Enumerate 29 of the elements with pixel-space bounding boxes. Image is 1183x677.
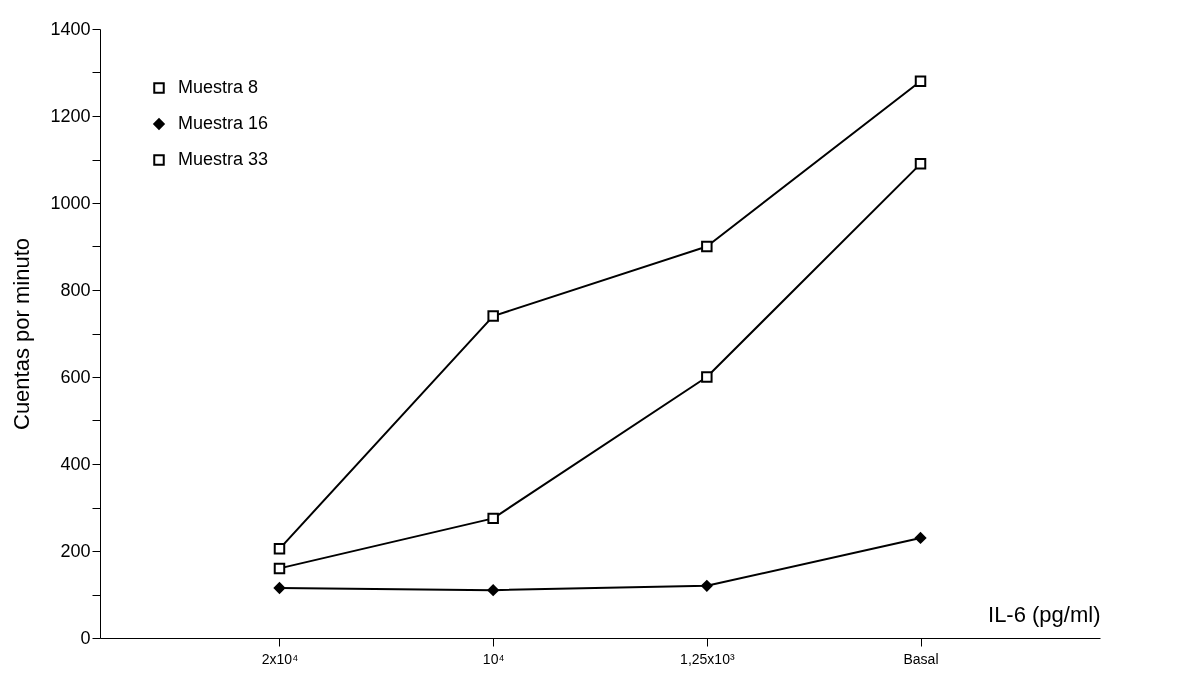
point (487, 310, 499, 322)
point (487, 512, 499, 525)
point (273, 582, 286, 594)
point (914, 158, 927, 170)
legend-label: Muestra 16 (178, 113, 269, 133)
y-tick-label: 200 (60, 540, 91, 561)
x-axis-title: IL-6 (pg/ml) (988, 601, 1101, 627)
legend-label: Muestra 8 (178, 77, 259, 97)
y-tick-label: 800 (60, 279, 91, 300)
point (914, 532, 927, 544)
y-tick-label: 400 (60, 453, 91, 474)
y-tick-label: 600 (60, 366, 91, 387)
y-tick-label: 1200 (50, 105, 91, 126)
point (273, 562, 286, 575)
legend-label: Muestra 33 (178, 149, 269, 169)
x-tick-label: 10⁴ (482, 650, 505, 667)
y-tick-label: 1000 (50, 192, 91, 213)
point (273, 543, 286, 555)
point (487, 584, 499, 596)
y-tick-label: 0 (80, 627, 91, 648)
x-tick-label: 1,25x10³ (680, 650, 735, 667)
y-tick-label: 1400 (50, 18, 91, 39)
x-tick-label: 2x10⁴ (261, 650, 299, 667)
x-tick-label: Basal (903, 650, 939, 667)
point (701, 580, 713, 592)
point (701, 371, 713, 383)
y-axis-title: Cuentas por minuto (9, 238, 35, 430)
point (701, 240, 713, 253)
point (914, 75, 927, 87)
